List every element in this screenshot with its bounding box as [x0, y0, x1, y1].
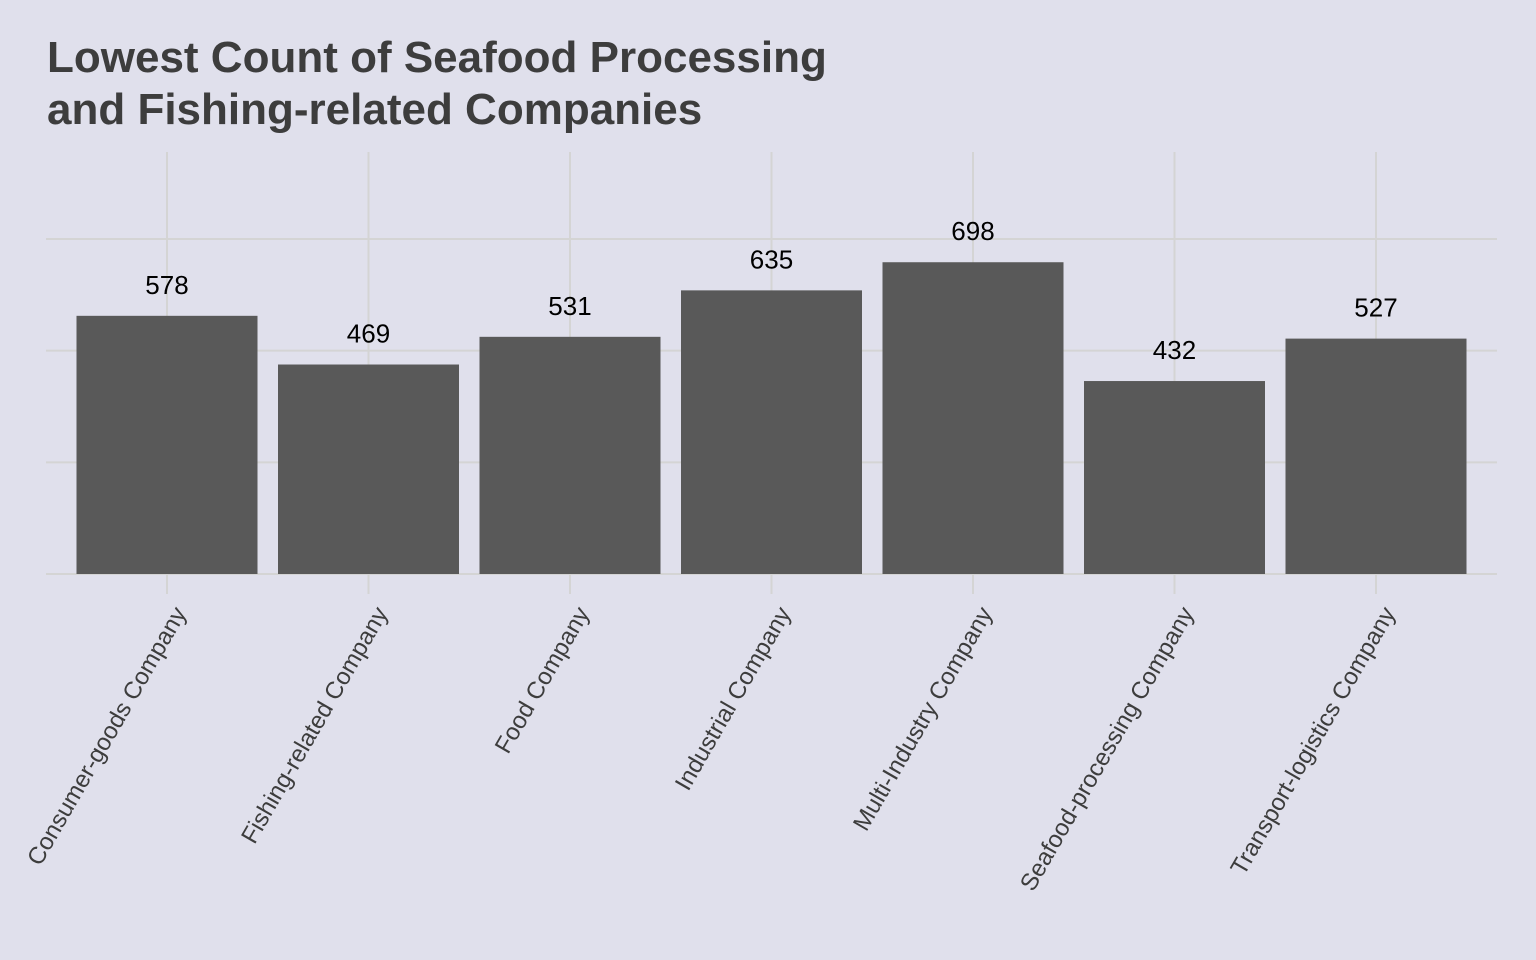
chart-title-line-1: Lowest Count of Seafood Processing: [47, 33, 827, 82]
bar-value-label-3: 635: [750, 244, 793, 274]
bar-1: [278, 364, 459, 574]
bar-6: [1285, 338, 1467, 574]
x-tick-label-4: Multi-Industry Company: [848, 603, 998, 836]
x-tick-label-1: Fishing-related Company: [236, 603, 393, 849]
bar-0: [76, 315, 258, 574]
x-tick-label-0: Consumer-goods Company: [22, 603, 192, 871]
bar-value-label-1: 469: [347, 319, 390, 349]
bar-3: [681, 290, 862, 574]
bar-4: [882, 262, 1064, 574]
x-tick-label-3: Industrial Company: [670, 603, 797, 796]
bar-value-label-2: 531: [548, 291, 591, 321]
bar-2: [479, 336, 661, 574]
bar-value-label-5: 432: [1153, 335, 1196, 365]
x-tick-label-2: Food Company: [490, 603, 595, 759]
bar-value-label-0: 578: [145, 270, 188, 300]
bar-value-label-4: 698: [951, 216, 994, 246]
bar-5: [1084, 381, 1265, 574]
x-tick-label-6: Transport-logistics Company: [1226, 603, 1402, 880]
chart-title-line-2: and Fishing-related Companies: [47, 85, 703, 134]
bar-value-label-6: 527: [1354, 293, 1397, 323]
x-tick-label-5: Seafood-processing Company: [1015, 603, 1200, 896]
